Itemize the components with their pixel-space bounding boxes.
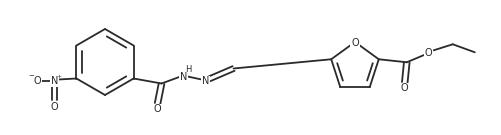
Text: N: N — [51, 77, 58, 87]
Text: H: H — [185, 65, 192, 74]
Text: −: − — [29, 73, 35, 79]
Text: +: + — [57, 73, 62, 78]
Text: O: O — [425, 48, 432, 58]
Text: N: N — [180, 72, 187, 82]
Text: O: O — [34, 77, 41, 87]
Text: O: O — [154, 104, 161, 114]
Text: N: N — [202, 77, 209, 87]
Text: O: O — [401, 83, 409, 93]
Text: O: O — [51, 102, 58, 112]
Text: O: O — [351, 38, 359, 48]
